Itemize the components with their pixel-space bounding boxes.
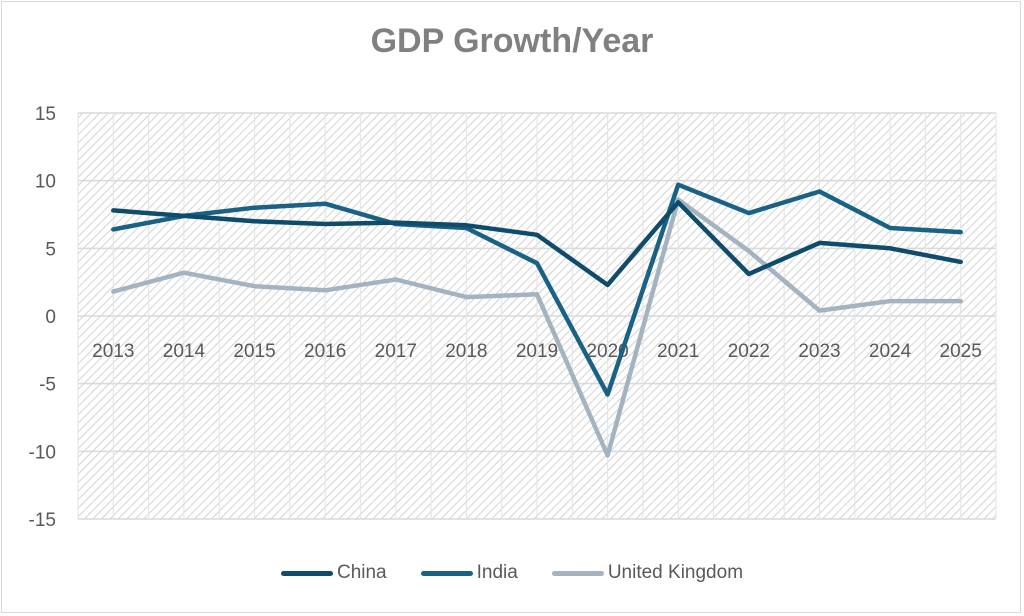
- x-tick-label: 2014: [163, 341, 206, 362]
- x-tick-label: 2023: [798, 341, 840, 362]
- y-tick-label: 15: [35, 104, 56, 125]
- x-tick-label: 2015: [233, 341, 275, 362]
- legend-swatch: [280, 570, 333, 576]
- legend-label: China: [336, 562, 387, 583]
- x-tick-label: 2013: [92, 341, 134, 362]
- series-line-united-kingdom: [111, 197, 963, 458]
- legend-label: India: [476, 562, 518, 583]
- x-tick-label: 2019: [516, 341, 558, 362]
- legend: China India United Kingdom: [0, 562, 1024, 584]
- x-axis-ticks: 2013 2014 2015 2016 2017 2018 2019 2020 2021 2022…: [92, 341, 982, 362]
- x-tick-label: 2022: [728, 341, 770, 362]
- x-tick-label: 2018: [445, 341, 487, 362]
- x-tick-label: 2021: [657, 341, 699, 362]
- series-line-india: [111, 182, 963, 397]
- legend-item-india: India: [420, 562, 518, 584]
- legend-item-china: China: [280, 562, 387, 584]
- chart-title: GDP Growth/Year: [370, 22, 654, 60]
- legend-swatch: [551, 570, 604, 576]
- y-axis-ticks: 15 10 5 0 -5 -10 -15: [29, 104, 56, 531]
- legend-swatch: [420, 570, 473, 576]
- y-tick-label: -5: [39, 375, 56, 396]
- series-line-china: [111, 200, 963, 288]
- legend-label: United Kingdom: [607, 562, 744, 583]
- gridlines: [77, 112, 997, 520]
- y-tick-label: 0: [45, 307, 56, 328]
- y-tick-label: 10: [35, 172, 56, 193]
- legend-item-united-kingdom: United Kingdom: [551, 562, 744, 584]
- y-tick-label: -10: [29, 442, 56, 463]
- y-tick-label: -15: [29, 510, 56, 531]
- x-tick-label: 2016: [304, 341, 346, 362]
- x-tick-label: 2024: [869, 341, 912, 362]
- y-tick-label: 5: [45, 239, 56, 260]
- series-lines: [111, 182, 963, 458]
- x-tick-label: 2017: [375, 341, 417, 362]
- x-tick-label: 2025: [940, 341, 982, 362]
